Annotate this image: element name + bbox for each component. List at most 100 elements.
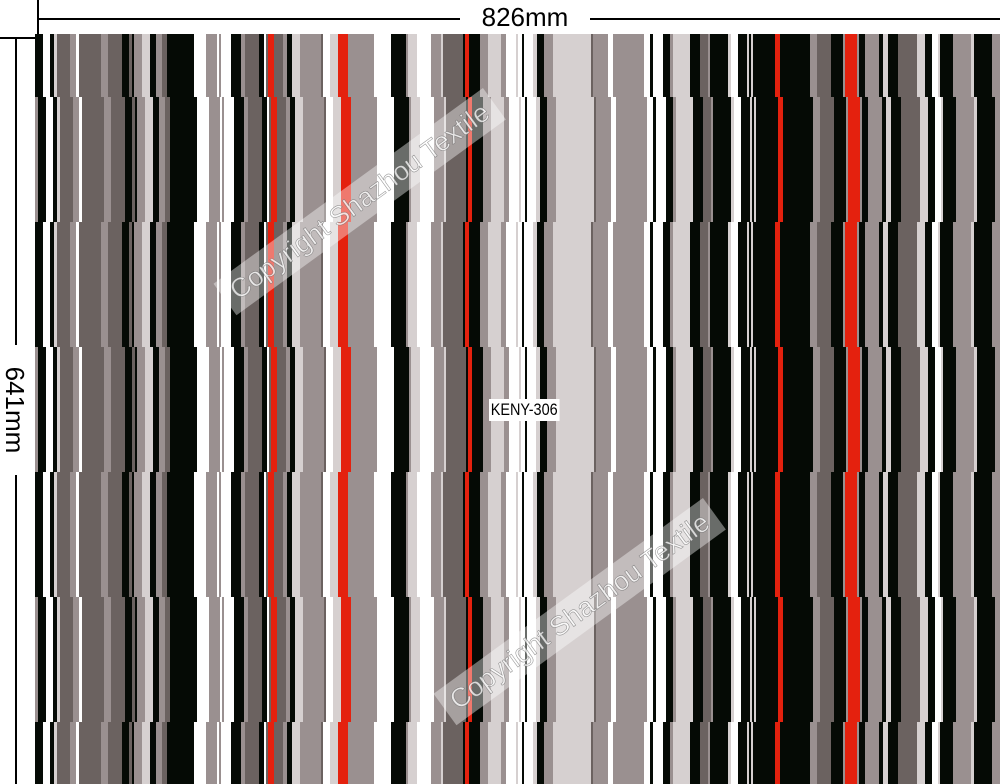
- stripe: [221, 34, 231, 97]
- stripe: [749, 472, 751, 597]
- stripe: [923, 97, 926, 222]
- stripe: [287, 222, 290, 347]
- stripe: [197, 597, 209, 722]
- stripe: [923, 597, 926, 722]
- stripe: [719, 472, 728, 597]
- stripe: [673, 347, 676, 472]
- stripe: [101, 222, 108, 347]
- stripe: [167, 222, 173, 347]
- stripe: [872, 34, 879, 97]
- stripe: [647, 97, 653, 222]
- stripe: [349, 347, 360, 472]
- stripe: [65, 97, 73, 222]
- stripe: [846, 347, 848, 472]
- stripe: [670, 222, 673, 347]
- stripe: [43, 222, 47, 347]
- stripe: [217, 222, 219, 347]
- stripe: [79, 597, 82, 722]
- stripe: [888, 472, 898, 597]
- stripe: [653, 597, 656, 722]
- stripe: [864, 97, 868, 222]
- stripe: [173, 222, 194, 347]
- stripe: [953, 472, 971, 597]
- stripe: [394, 97, 409, 222]
- stripe: [132, 722, 134, 784]
- stripe: [88, 347, 99, 472]
- stripe: [264, 472, 266, 597]
- stripe: [125, 97, 132, 222]
- stripe: [549, 472, 553, 597]
- stripe: [989, 222, 992, 347]
- stripe: [219, 34, 221, 97]
- stripe: [167, 472, 173, 597]
- stripe: [920, 722, 923, 784]
- stripe: [417, 34, 431, 97]
- stripe: [941, 97, 943, 222]
- stripe: [813, 347, 820, 472]
- stripe: [633, 597, 647, 722]
- stripe-band: [35, 34, 995, 97]
- stripe: [556, 597, 576, 722]
- stripe: [391, 722, 406, 784]
- stripe: [134, 472, 142, 597]
- stripe: [325, 472, 330, 597]
- stripe: [883, 222, 888, 347]
- stripe: [295, 222, 298, 347]
- stripe: [859, 34, 861, 97]
- stripe: [971, 722, 974, 784]
- stripe: [88, 97, 99, 222]
- stripe: [630, 722, 644, 784]
- stripe: [719, 722, 728, 784]
- stripe: [627, 722, 630, 784]
- stripe: [804, 472, 810, 597]
- stripe: [162, 222, 167, 347]
- stripe: [556, 97, 576, 222]
- stripe: [938, 34, 940, 97]
- stripe: [608, 34, 613, 97]
- stripe: [300, 722, 307, 784]
- stripe: [420, 597, 434, 722]
- stripe: [627, 34, 630, 97]
- stripe: [368, 222, 374, 347]
- stripe: [111, 34, 122, 97]
- stripe: [932, 722, 938, 784]
- stripe: [173, 722, 194, 784]
- stripe: [264, 222, 266, 347]
- stripe: [170, 97, 176, 222]
- stripe: [537, 472, 540, 597]
- stripe: [108, 722, 111, 784]
- stripe: [137, 97, 145, 222]
- stripe: [101, 722, 108, 784]
- stripe: [734, 347, 737, 472]
- stripe: [371, 597, 377, 722]
- stripe: [323, 472, 325, 597]
- stripe: [468, 222, 480, 347]
- stripe: [943, 97, 956, 222]
- stripe: [234, 722, 241, 784]
- top-corner-tick: [37, 0, 39, 34]
- stripe: [446, 97, 462, 222]
- stripe: [480, 222, 483, 347]
- width-dimension-label: 826mm: [460, 2, 590, 32]
- stripe: [319, 472, 321, 597]
- stripe: [862, 97, 864, 222]
- stripe: [940, 34, 953, 97]
- stripe: [810, 472, 817, 597]
- stripe: [653, 472, 663, 597]
- stripe: [907, 597, 920, 722]
- stripe: [208, 722, 211, 784]
- stripe: [244, 347, 248, 472]
- stripe: [917, 34, 920, 97]
- stripe: [237, 97, 244, 222]
- stripe: [708, 34, 710, 97]
- stripe: [904, 472, 917, 597]
- stripe: [731, 222, 734, 347]
- stripe: [122, 34, 129, 97]
- stripe: [217, 722, 219, 784]
- stripe: [462, 597, 466, 722]
- stripe: [231, 34, 234, 97]
- stripe: [259, 722, 264, 784]
- stripe: [769, 722, 771, 784]
- stripe: [886, 347, 891, 472]
- stripe: [73, 597, 76, 722]
